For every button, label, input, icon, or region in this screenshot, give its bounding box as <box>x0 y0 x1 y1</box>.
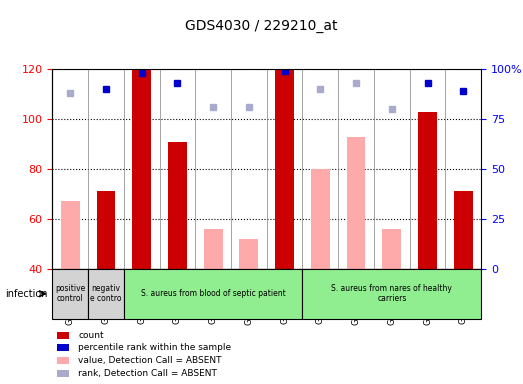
Text: infection: infection <box>5 289 48 299</box>
Bar <box>382 229 401 269</box>
Bar <box>168 142 187 269</box>
Text: S. aureus from nares of healthy
carriers: S. aureus from nares of healthy carriers <box>332 284 452 303</box>
Text: S. aureus from blood of septic patient: S. aureus from blood of septic patient <box>141 289 286 298</box>
Bar <box>56 332 70 339</box>
Bar <box>61 202 79 269</box>
Bar <box>311 169 329 269</box>
FancyBboxPatch shape <box>52 269 88 319</box>
Bar <box>454 191 473 269</box>
Text: count: count <box>78 331 104 340</box>
Bar <box>347 137 366 269</box>
Bar <box>56 357 70 364</box>
FancyBboxPatch shape <box>88 269 124 319</box>
Text: value, Detection Call = ABSENT: value, Detection Call = ABSENT <box>78 356 222 365</box>
Text: negativ
e contro: negativ e contro <box>90 284 122 303</box>
Bar <box>97 191 115 269</box>
FancyBboxPatch shape <box>124 269 302 319</box>
Text: GDS4030 / 229210_at: GDS4030 / 229210_at <box>185 19 338 33</box>
Bar <box>56 344 70 351</box>
Text: percentile rank within the sample: percentile rank within the sample <box>78 343 231 353</box>
Bar <box>204 229 222 269</box>
Bar <box>418 112 437 269</box>
Bar <box>132 69 151 269</box>
Bar <box>275 69 294 269</box>
Text: positive
control: positive control <box>55 284 85 303</box>
FancyBboxPatch shape <box>302 269 481 319</box>
Text: rank, Detection Call = ABSENT: rank, Detection Call = ABSENT <box>78 369 217 378</box>
Bar <box>240 239 258 269</box>
Bar <box>56 370 70 377</box>
